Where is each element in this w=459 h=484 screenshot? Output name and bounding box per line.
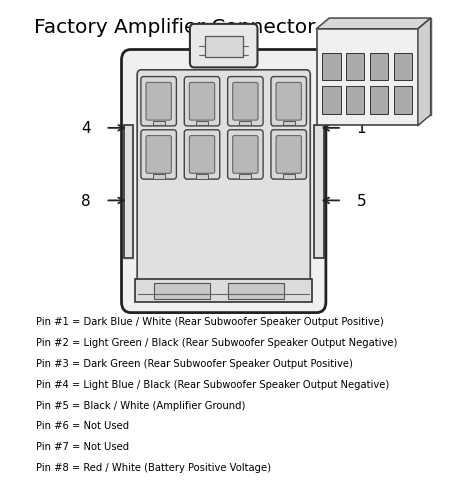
Text: Pin #2 = Light Green / Black (Rear Subwoofer Speaker Output Negative): Pin #2 = Light Green / Black (Rear Subwo… <box>36 337 396 348</box>
Bar <box>282 174 294 179</box>
FancyBboxPatch shape <box>232 83 257 121</box>
Text: 5: 5 <box>356 194 365 209</box>
FancyBboxPatch shape <box>190 25 257 68</box>
FancyBboxPatch shape <box>270 77 306 127</box>
Bar <box>239 174 251 179</box>
FancyBboxPatch shape <box>140 131 176 180</box>
Bar <box>369 87 387 115</box>
FancyBboxPatch shape <box>140 77 176 127</box>
Text: Pin #5 = Black / White (Amplifier Ground): Pin #5 = Black / White (Amplifier Ground… <box>36 400 245 410</box>
FancyBboxPatch shape <box>270 131 306 180</box>
Bar <box>369 54 387 81</box>
Bar <box>393 54 412 81</box>
Bar <box>135 279 312 302</box>
Bar <box>345 54 364 81</box>
FancyBboxPatch shape <box>137 71 309 298</box>
Bar <box>152 121 164 126</box>
Bar <box>196 174 207 179</box>
Text: Pin #7 = Not Used: Pin #7 = Not Used <box>36 441 129 451</box>
Bar <box>152 174 164 179</box>
FancyBboxPatch shape <box>184 77 219 127</box>
FancyBboxPatch shape <box>189 83 214 121</box>
Bar <box>314 126 323 259</box>
Bar <box>239 121 251 126</box>
Bar <box>228 284 284 300</box>
FancyBboxPatch shape <box>275 83 301 121</box>
FancyBboxPatch shape <box>146 83 171 121</box>
Bar <box>329 19 430 116</box>
Text: Pin #4 = Light Blue / Black (Rear Subwoofer Speaker Output Negative): Pin #4 = Light Blue / Black (Rear Subwoo… <box>36 379 388 389</box>
FancyBboxPatch shape <box>121 50 325 313</box>
Text: Factory Amplifier Connector C1 (UQ3): Factory Amplifier Connector C1 (UQ3) <box>34 17 413 37</box>
FancyBboxPatch shape <box>232 136 257 174</box>
Text: Pin #1 = Dark Blue / White (Rear Subwoofer Speaker Output Positive): Pin #1 = Dark Blue / White (Rear Subwoof… <box>36 317 383 327</box>
Text: 4: 4 <box>81 121 90 136</box>
Text: Pin #3 = Dark Green (Rear Subwoofer Speaker Output Positive): Pin #3 = Dark Green (Rear Subwoofer Spea… <box>36 358 352 368</box>
Bar <box>321 87 340 115</box>
Bar <box>282 121 294 126</box>
Text: 1: 1 <box>356 121 365 136</box>
Polygon shape <box>417 19 430 126</box>
Bar <box>316 30 417 126</box>
FancyBboxPatch shape <box>184 131 219 180</box>
Text: Pin #6 = Not Used: Pin #6 = Not Used <box>36 421 129 431</box>
FancyBboxPatch shape <box>146 136 171 174</box>
Bar <box>123 126 133 259</box>
Bar <box>154 284 209 300</box>
FancyBboxPatch shape <box>227 77 263 127</box>
FancyBboxPatch shape <box>275 136 301 174</box>
Bar <box>345 87 364 115</box>
Bar <box>321 54 340 81</box>
Text: 8: 8 <box>81 194 90 209</box>
Bar <box>393 87 412 115</box>
Bar <box>204 37 242 58</box>
FancyBboxPatch shape <box>227 131 263 180</box>
Text: Pin #8 = Red / White (Battery Positive Voltage): Pin #8 = Red / White (Battery Positive V… <box>36 462 270 472</box>
FancyBboxPatch shape <box>189 136 214 174</box>
Polygon shape <box>316 19 430 30</box>
Bar <box>196 121 207 126</box>
